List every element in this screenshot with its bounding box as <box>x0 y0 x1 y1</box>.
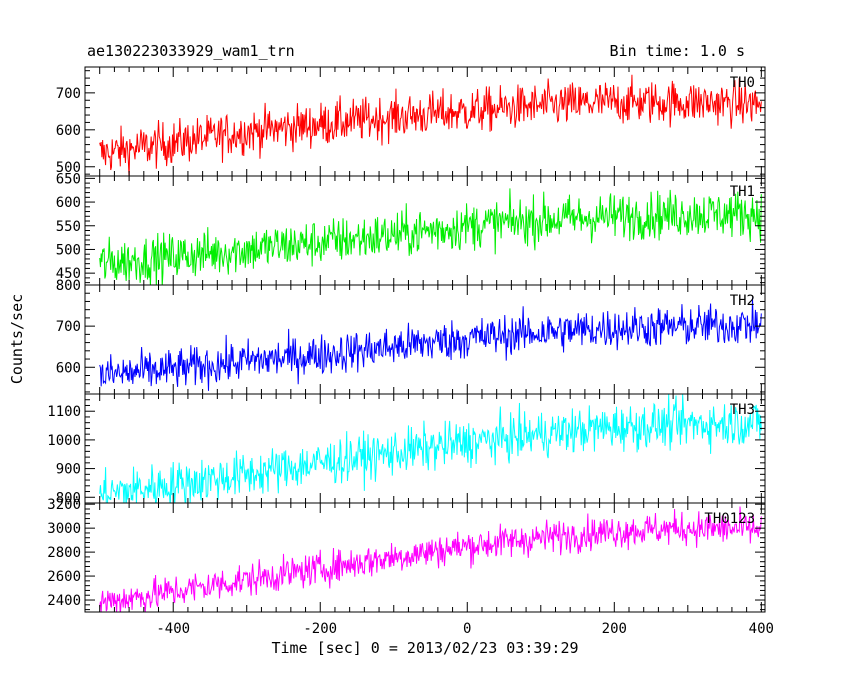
x-tick-label: 400 <box>749 621 774 637</box>
y-tick-label: 1000 <box>47 433 81 449</box>
y-tick-label: 800 <box>56 278 81 294</box>
y-axis-label: Counts/sec <box>8 293 26 385</box>
panel-frame <box>84 502 766 613</box>
y-tick-label: 2400 <box>47 593 81 609</box>
x-axis-label: Time [sec] 0 = 2013/02/23 03:39:29 <box>271 639 579 657</box>
panel-label-th1: TH1 <box>730 184 755 200</box>
y-tick-label: 900 <box>56 462 81 478</box>
y-tick-label: 3000 <box>47 521 81 537</box>
panel-label-th3: TH3 <box>730 402 755 418</box>
y-tick-label: 600 <box>56 360 81 376</box>
panel-label-th2: TH2 <box>730 293 755 309</box>
panel-th1: 450 500 550 600 650 TH1 <box>56 171 766 286</box>
panel-th2: 600 700 800 TH2 <box>56 278 766 395</box>
panel-th3: 800 900 1000 1100 TH3 <box>47 393 766 506</box>
series-line-th0 <box>99 74 762 176</box>
x-tick-label: 200 <box>602 621 627 637</box>
plot-title: ae130223033929_wam1_trn <box>87 42 295 60</box>
y-tick-label: 550 <box>56 219 81 235</box>
y-tick-label: 450 <box>56 266 81 282</box>
y-tick-label: 3200 <box>47 497 81 513</box>
panel-th0123: 2400 2600 2800 3000 3200 TH0123 <box>47 497 766 613</box>
series-line-th0123 <box>99 506 762 612</box>
y-tick-label: 2800 <box>47 545 81 561</box>
x-tick-label: -400 <box>156 621 190 637</box>
y-tick-label: 700 <box>56 86 81 102</box>
series-line-th1 <box>99 188 762 285</box>
panel-label-th0123: TH0123 <box>704 511 755 527</box>
y-tick-label: 2600 <box>47 569 81 585</box>
y-tick-label: 500 <box>56 160 81 176</box>
x-tick-label: 0 <box>463 621 471 637</box>
x-tick-label: -200 <box>303 621 337 637</box>
panel-frame <box>84 393 766 504</box>
panel-th0: 500 600 700 TH0 <box>56 66 766 177</box>
y-tick-label: 700 <box>56 319 81 335</box>
bin-time-label: Bin time: 1.0 s <box>609 42 745 60</box>
series-line-th3 <box>99 394 762 503</box>
series-line-th2 <box>99 297 762 391</box>
y-tick-label: 600 <box>56 123 81 139</box>
y-tick-label: 1100 <box>47 404 81 420</box>
y-tick-label: 650 <box>56 171 81 187</box>
y-tick-label: 800 <box>56 490 81 506</box>
panels: 500 600 700 TH0 450 500 550 600 650 TH1 600 700 800 T… <box>47 66 774 637</box>
y-tick-label: 500 <box>56 242 81 258</box>
panel-label-th0: TH0 <box>730 75 755 91</box>
y-tick-label: 600 <box>56 195 81 211</box>
